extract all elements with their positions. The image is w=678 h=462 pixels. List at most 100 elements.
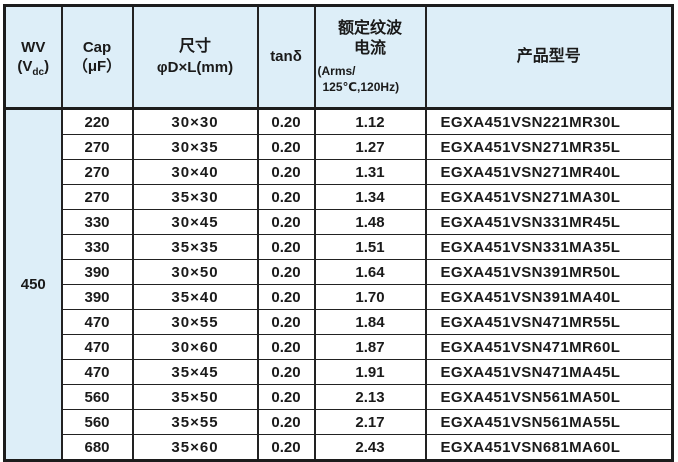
ripple-cell: 1.31 bbox=[313, 159, 427, 185]
table-row: 470 30×55 0.20 1.84 EGXA451VSN471MR55L bbox=[5, 309, 674, 335]
table-row: 390 30×50 0.20 1.64 EGXA451VSN391MR50L bbox=[5, 259, 674, 285]
tand-cell: 0.20 bbox=[256, 434, 316, 461]
size-cell: 35×30 bbox=[131, 184, 259, 210]
cap-unit: （μF） bbox=[72, 58, 122, 75]
ripple-cell: 2.17 bbox=[313, 409, 427, 435]
cap-cell: 470 bbox=[60, 309, 134, 335]
table-row: 390 35×40 0.20 1.70 EGXA451VSN391MA40L bbox=[5, 284, 674, 310]
model-cell: EGXA451VSN391MR50L bbox=[424, 259, 674, 285]
wv-value-cell: 450 bbox=[3, 108, 63, 461]
header-row: WV (Vdc) Cap （μF） 尺寸 φD×L(mm) tanδ 额定纹波 bbox=[3, 5, 674, 110]
table-row: 330 35×35 0.20 1.51 EGXA451VSN331MA35L bbox=[5, 234, 674, 260]
cap-cell: 220 bbox=[60, 108, 134, 135]
table-body: 450 220 30×30 0.20 1.12 EGXA451VSN221MR30L 270… bbox=[3, 108, 674, 461]
ripple-cell: 1.51 bbox=[313, 234, 427, 260]
tand-cell: 0.20 bbox=[256, 184, 316, 210]
size-unit: φD×L(mm) bbox=[156, 58, 234, 76]
wv-unit: (Vdc) bbox=[17, 58, 50, 78]
wv-label: WV bbox=[21, 38, 46, 56]
cap-label: Cap bbox=[82, 38, 112, 56]
model-cell: EGXA451VSN561MA55L bbox=[424, 409, 674, 435]
cap-cell: 390 bbox=[60, 259, 134, 285]
capacitor-spec-table-wrap: WV (Vdc) Cap （μF） 尺寸 φD×L(mm) tanδ 额定纹波 bbox=[3, 4, 674, 462]
model-cell: EGXA451VSN331MA35L bbox=[424, 234, 674, 260]
cap-cell: 560 bbox=[60, 384, 134, 410]
table-row: 270 35×30 0.20 1.34 EGXA451VSN271MA30L bbox=[5, 184, 674, 210]
ripple-cell: 1.87 bbox=[313, 334, 427, 360]
tand-cell: 0.20 bbox=[256, 209, 316, 235]
size-cell: 30×40 bbox=[131, 159, 259, 185]
col-header-tand: tanδ bbox=[256, 5, 316, 110]
tand-cell: 0.20 bbox=[256, 384, 316, 410]
tand-cell: 0.20 bbox=[256, 334, 316, 360]
table-row: 450 220 30×30 0.20 1.12 EGXA451VSN221MR30L bbox=[3, 108, 674, 461]
size-cell: 35×40 bbox=[131, 284, 259, 310]
model-cell: EGXA451VSN471MA45L bbox=[424, 359, 674, 385]
cap-cell: 270 bbox=[60, 184, 134, 210]
col-header-model: 产品型号 bbox=[424, 5, 674, 110]
model-cell: EGXA451VSN271MA30L bbox=[424, 184, 674, 210]
wv-unit-subscript: dc bbox=[32, 67, 45, 78]
col-header-wv: WV (Vdc) bbox=[3, 5, 63, 110]
cap-cell: 470 bbox=[60, 334, 134, 360]
table-row: 270 30×35 0.20 1.27 EGXA451VSN271MR35L bbox=[5, 134, 674, 160]
size-cell: 30×35 bbox=[131, 134, 259, 160]
col-header-size: 尺寸 φD×L(mm) bbox=[131, 5, 259, 110]
table-row: 470 35×45 0.20 1.91 EGXA451VSN471MA45L bbox=[5, 359, 674, 385]
tand-cell: 0.20 bbox=[256, 259, 316, 285]
ripple-cell: 1.48 bbox=[313, 209, 427, 235]
tand-cell: 0.20 bbox=[256, 284, 316, 310]
size-cell: 30×30 bbox=[131, 108, 259, 135]
table-row: 470 30×60 0.20 1.87 EGXA451VSN471MR60L bbox=[5, 334, 674, 360]
size-cell: 35×50 bbox=[131, 384, 259, 410]
col-header-cap: Cap （μF） bbox=[60, 5, 134, 110]
table-row: 680 35×60 0.20 2.43 EGXA451VSN681MA60L bbox=[5, 434, 674, 461]
ripple-cell: 2.43 bbox=[313, 434, 427, 461]
table-row: 560 35×55 0.20 2.17 EGXA451VSN561MA55L bbox=[5, 409, 674, 435]
model-cell: EGXA451VSN271MR40L bbox=[424, 159, 674, 185]
ripple-cell: 1.64 bbox=[313, 259, 427, 285]
size-label: 尺寸 bbox=[178, 37, 211, 55]
ripple-cell: 1.70 bbox=[313, 284, 427, 310]
table-row: 330 30×45 0.20 1.48 EGXA451VSN331MR45L bbox=[5, 209, 674, 235]
tand-cell: 0.20 bbox=[256, 134, 316, 160]
size-cell: 35×55 bbox=[131, 409, 259, 435]
tand-cell: 0.20 bbox=[256, 159, 316, 185]
cap-cell: 330 bbox=[60, 209, 134, 235]
ripple-cell: 2.13 bbox=[313, 384, 427, 410]
size-cell: 30×50 bbox=[131, 259, 259, 285]
cap-cell: 270 bbox=[60, 159, 134, 185]
table-row: 270 30×40 0.20 1.31 EGXA451VSN271MR40L bbox=[5, 159, 674, 185]
model-cell: EGXA451VSN471MR55L bbox=[424, 309, 674, 335]
ripple-cell: 1.34 bbox=[313, 184, 427, 210]
col-header-ripple: 额定纹波 电流 (Arms/ 125℃,120Hz) bbox=[313, 5, 427, 110]
size-cell: 30×55 bbox=[131, 309, 259, 335]
ripple-label: 额定纹波 电流 bbox=[337, 19, 402, 57]
tand-label: tanδ bbox=[270, 48, 302, 66]
model-cell: EGXA451VSN681MA60L bbox=[424, 434, 674, 461]
ripple-cell: 1.12 bbox=[313, 108, 427, 135]
cap-cell: 330 bbox=[60, 234, 134, 260]
tand-cell: 0.20 bbox=[256, 359, 316, 385]
cap-cell: 560 bbox=[60, 409, 134, 435]
size-cell: 35×35 bbox=[131, 234, 259, 260]
model-cell: EGXA451VSN391MA40L bbox=[424, 284, 674, 310]
size-cell: 30×45 bbox=[131, 209, 259, 235]
model-cell: EGXA451VSN561MA50L bbox=[424, 384, 674, 410]
ripple-cell: 1.84 bbox=[313, 309, 427, 335]
ripple-cell: 1.91 bbox=[313, 359, 427, 385]
model-cell: EGXA451VSN331MR45L bbox=[424, 209, 674, 235]
size-cell: 35×45 bbox=[131, 359, 259, 385]
cap-cell: 390 bbox=[60, 284, 134, 310]
cap-cell: 270 bbox=[60, 134, 134, 160]
cap-cell: 680 bbox=[60, 434, 134, 461]
tand-cell: 0.20 bbox=[256, 234, 316, 260]
model-cell: EGXA451VSN271MR35L bbox=[424, 134, 674, 160]
table-header: WV (Vdc) Cap （μF） 尺寸 φD×L(mm) tanδ 额定纹波 bbox=[3, 5, 674, 110]
table-row: 560 35×50 0.20 2.13 EGXA451VSN561MA50L bbox=[5, 384, 674, 410]
ripple-unit: (Arms/ 125℃,120Hz) bbox=[317, 63, 400, 94]
model-cell: EGXA451VSN471MR60L bbox=[424, 334, 674, 360]
ripple-cell: 1.27 bbox=[313, 134, 427, 160]
tand-cell: 0.20 bbox=[256, 309, 316, 335]
tand-cell: 0.20 bbox=[256, 108, 316, 135]
